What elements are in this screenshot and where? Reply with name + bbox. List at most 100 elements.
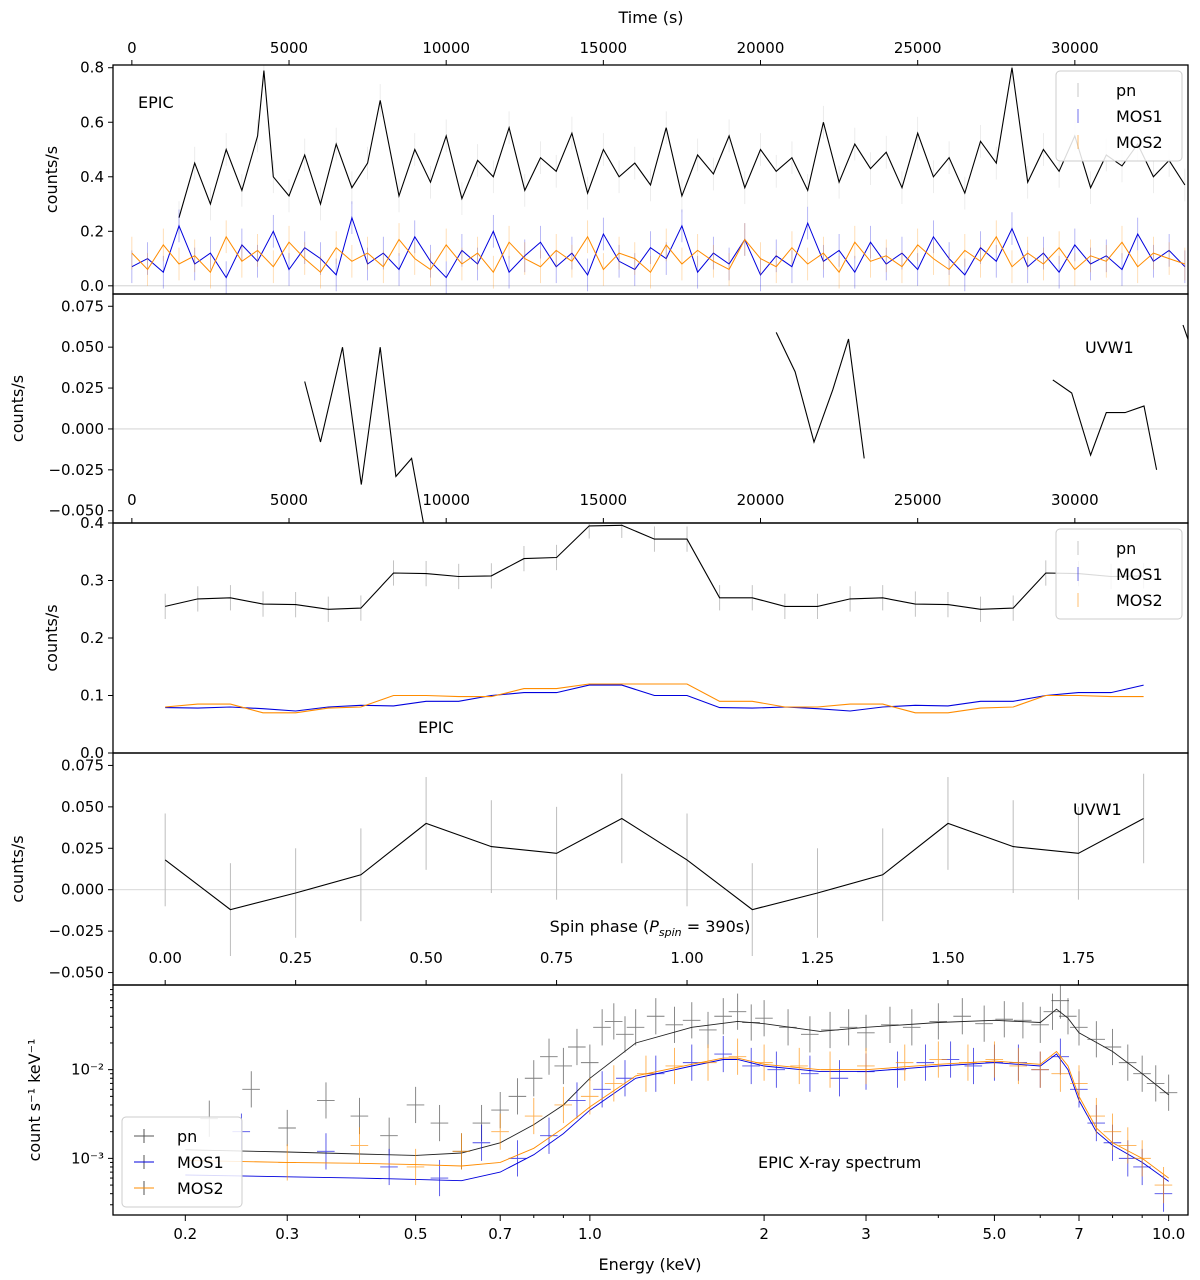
data-point-mos2 bbox=[1118, 1127, 1137, 1164]
y-tick-label: 0.6 bbox=[80, 113, 104, 131]
series-line-mos2 bbox=[131, 235, 1186, 274]
series-line-pn bbox=[178, 67, 1186, 218]
data-point-pn bbox=[604, 1003, 623, 1040]
y-tick-label: 0.3 bbox=[80, 572, 104, 590]
x-axis-label: Spin phase (Pspin = 390s) bbox=[550, 917, 751, 939]
data-point-mos1 bbox=[508, 1140, 527, 1177]
x-tick-label: 1.75 bbox=[1062, 949, 1095, 967]
series-line-uvw1 bbox=[1052, 379, 1158, 470]
y-tick-label: 10⁻² bbox=[71, 1061, 104, 1079]
x-tick-label: 5000 bbox=[270, 491, 308, 509]
x-tick-label: 7 bbox=[1074, 1225, 1084, 1243]
data-point-pn bbox=[929, 1003, 947, 1040]
x-tick-label: 25000 bbox=[894, 491, 942, 509]
data-point-mos2 bbox=[929, 1041, 947, 1078]
data-point-pn bbox=[1013, 1002, 1032, 1039]
data-point-pn bbox=[524, 1060, 543, 1097]
data-point-pn bbox=[568, 1028, 586, 1066]
x-tick-label: 0.50 bbox=[409, 949, 442, 967]
data-point-mos1 bbox=[430, 1159, 449, 1197]
panel-annotation: EPIC bbox=[138, 93, 174, 112]
y-tick-label: 0.1 bbox=[80, 687, 104, 705]
data-point-mos1 bbox=[682, 1044, 701, 1081]
legend-label-mos1: MOS1 bbox=[1116, 107, 1163, 126]
y-tick-label: −0.050 bbox=[48, 964, 104, 982]
data-point-pn bbox=[839, 1009, 858, 1046]
data-point-mos2 bbox=[1031, 1051, 1049, 1088]
data-point-mos2 bbox=[491, 1113, 509, 1150]
legend-label-mos1: MOS1 bbox=[1116, 565, 1163, 584]
x-tick-label: 0 bbox=[127, 39, 137, 57]
data-point-mos2 bbox=[728, 1038, 747, 1075]
model-line-mos1 bbox=[185, 1053, 1169, 1182]
data-point-mos2 bbox=[524, 1097, 543, 1135]
data-point-mos2 bbox=[406, 1148, 425, 1186]
data-point-mos2 bbox=[895, 1044, 914, 1081]
series-line-uvw1 bbox=[304, 347, 425, 523]
y-tick-label: 0.0 bbox=[80, 277, 104, 295]
data-point-mos1 bbox=[472, 1124, 491, 1161]
y-tick-label: 0.025 bbox=[61, 839, 104, 857]
x-tick-label: 0.00 bbox=[148, 949, 181, 967]
data-point-pn bbox=[554, 1047, 573, 1085]
x-axis-label-part: Spin phase ( bbox=[550, 917, 650, 936]
x-tick-label: 10000 bbox=[422, 39, 470, 57]
data-point-mos2 bbox=[350, 1127, 369, 1164]
y-axis-label: counts/s bbox=[8, 835, 27, 902]
data-point-pn bbox=[1043, 993, 1062, 1030]
data-point-mos2 bbox=[1103, 1113, 1122, 1150]
data-point-pn bbox=[902, 1009, 921, 1046]
y-tick-label: 0.000 bbox=[61, 881, 104, 899]
data-point-mos1 bbox=[742, 1047, 760, 1085]
x-tick-label: 15000 bbox=[579, 491, 627, 509]
data-point-pn bbox=[540, 1038, 558, 1075]
data-point-pn bbox=[682, 1002, 701, 1039]
plot-area bbox=[113, 65, 1188, 294]
legend-label-mos1: MOS1 bbox=[177, 1153, 224, 1172]
data-point-mos1 bbox=[964, 1047, 983, 1085]
y-tick-label: 0.0 bbox=[80, 744, 104, 762]
plot-area bbox=[164, 523, 1145, 714]
panel-annotation: EPIC X-ray spectrum bbox=[758, 1153, 921, 1172]
legend-box bbox=[1055, 70, 1183, 162]
model-line-pn bbox=[185, 1008, 1169, 1156]
axes-frame bbox=[112, 984, 1189, 1216]
data-point-pn bbox=[1070, 1009, 1088, 1046]
data-point-pn bbox=[242, 1071, 260, 1108]
y-axis-label: count s⁻¹ keV⁻¹ bbox=[25, 1039, 44, 1162]
x-tick-label: 0.5 bbox=[404, 1225, 428, 1243]
panel-uvw1-phase: 0.00 0.25 0.50 0.75 1.00 1.25 1.50 1.75 −0.050 −0… bbox=[8, 752, 1189, 986]
x-tick-label: 5.0 bbox=[982, 1225, 1006, 1243]
data-point-mos1 bbox=[800, 1055, 819, 1092]
data-point-mos1 bbox=[916, 1044, 935, 1081]
data-point-mos2 bbox=[790, 1047, 808, 1085]
x-tick-label: 30000 bbox=[1051, 491, 1099, 509]
y-tick-label: −0.025 bbox=[48, 922, 104, 940]
data-point-pn bbox=[1051, 985, 1070, 1019]
legend-box bbox=[121, 1116, 243, 1208]
plot-area bbox=[185, 985, 1178, 1212]
data-point-mos1 bbox=[714, 1035, 732, 1073]
x-tick-label: 0 bbox=[127, 491, 137, 509]
y-tick-label: 0.075 bbox=[61, 756, 104, 774]
data-point-pn bbox=[975, 1005, 993, 1042]
data-point-pn bbox=[406, 1086, 425, 1124]
data-point-mos2 bbox=[985, 1041, 1004, 1078]
series-line-uvw1 bbox=[164, 817, 1144, 911]
data-point-mos2 bbox=[452, 1133, 471, 1170]
data-point-pn bbox=[728, 993, 747, 1030]
data-point-pn bbox=[714, 998, 732, 1035]
x-tick-label: 0.75 bbox=[540, 949, 573, 967]
series-line-mos2 bbox=[165, 683, 1144, 714]
x-axis-label-part: spin bbox=[659, 926, 682, 939]
y-axis-label: counts/s bbox=[8, 375, 27, 442]
y-tick-label: −0.025 bbox=[48, 461, 104, 479]
data-point-pn bbox=[317, 1082, 335, 1119]
legend-label-mos2: MOS2 bbox=[177, 1179, 224, 1198]
data-point-pn bbox=[626, 1009, 645, 1046]
x-tick-label: 0.7 bbox=[488, 1225, 512, 1243]
y-tick-label: 0.050 bbox=[61, 338, 104, 356]
data-point-pn bbox=[699, 1011, 717, 1049]
panel-uvw1-lightcurve: 0 5000 10000 15000 20000 25000 30000 −0.050 −0.0… bbox=[8, 293, 1189, 524]
x-axis-label-part: P bbox=[649, 917, 659, 936]
